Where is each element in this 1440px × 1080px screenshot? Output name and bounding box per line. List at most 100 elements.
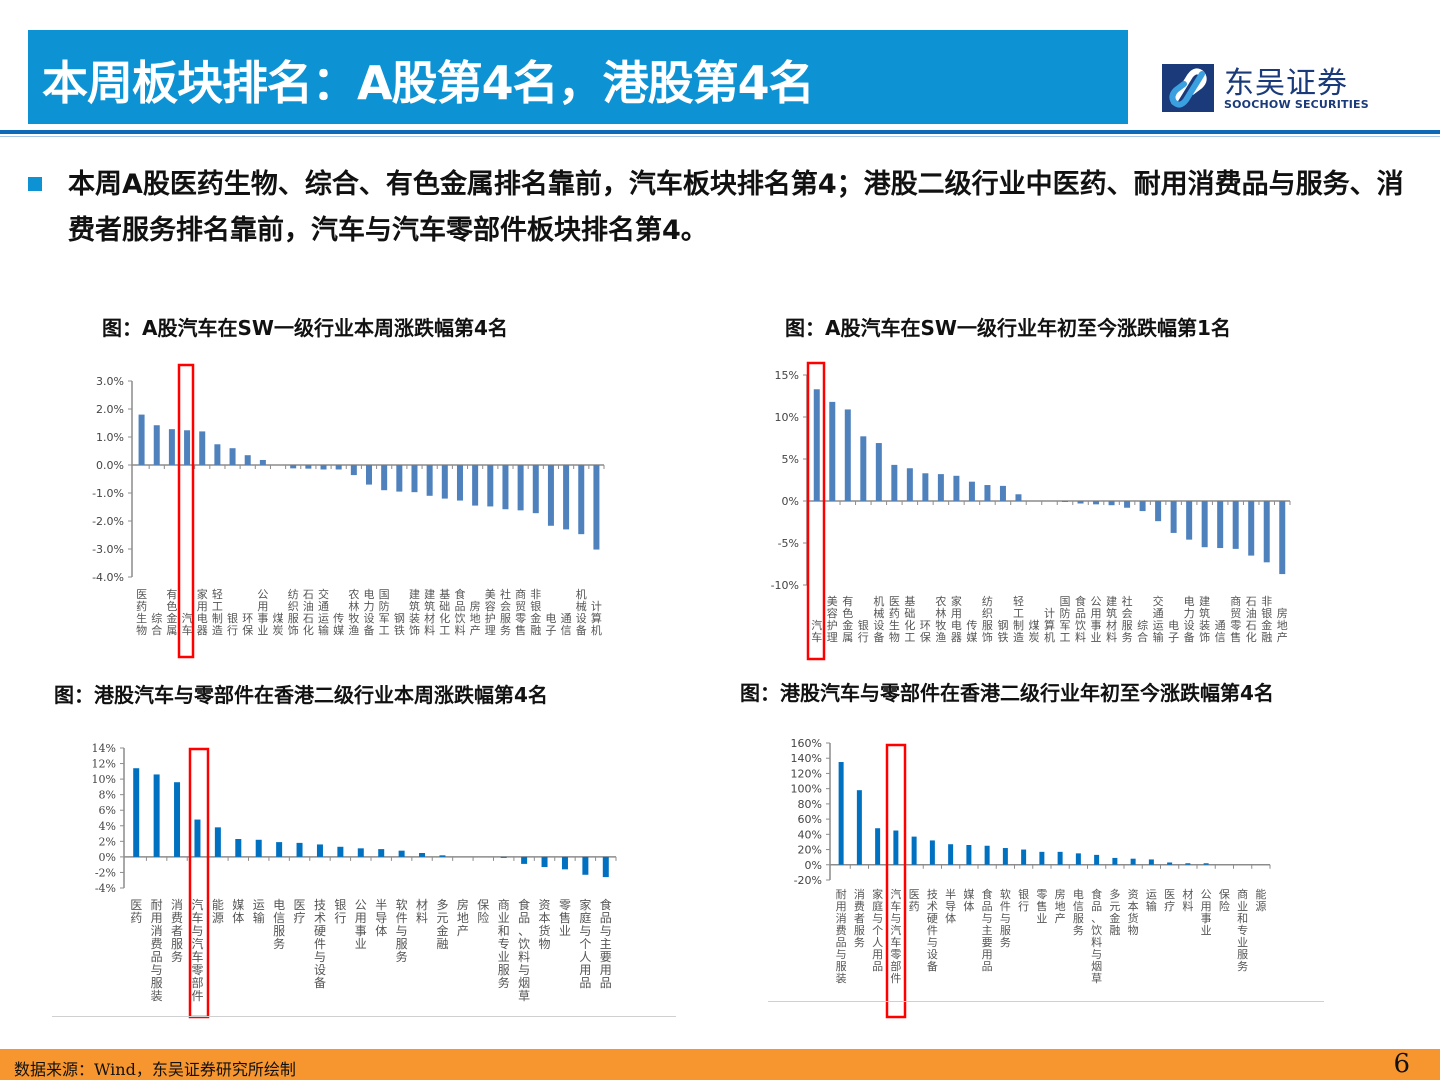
x-category-label: 食品饮料 [1075,594,1086,644]
x-category-label: 交通运输 [1153,594,1164,644]
x-category-label: 银行 [858,618,869,644]
x-category-label: 石油石化 [303,588,314,637]
bar [426,465,433,496]
y-tick-label: 100% [791,783,822,796]
bar [320,465,327,470]
chart-title-hk-week: 图：港股汽车与零部件在香港二级行业本周涨跌幅第4名 [54,683,548,707]
bar [1077,501,1084,504]
bar [582,856,589,875]
x-category-label: 运输 [253,898,265,925]
x-category-label: 煤炭 [273,612,284,637]
bar [1148,859,1154,865]
bar [1263,501,1270,563]
x-category-label: 农林牧渔 [935,594,946,644]
x-category-label: 国防军工 [379,588,390,637]
bar [153,774,160,857]
x-category-label: 食品与主要用品 [600,897,612,990]
x-category-label: 资本货物 [1128,888,1139,937]
bar [244,455,251,465]
y-tick-label: -3.0% [92,543,124,556]
bar [547,465,554,526]
bar [1057,851,1063,865]
bar [966,844,972,865]
y-tick-label: 0% [782,495,799,508]
x-category-label: 环保 [920,619,931,644]
y-tick-label: 20% [798,844,822,857]
bar [813,389,820,501]
bar [1021,849,1027,865]
bar [593,465,600,550]
x-category-label: 能源 [212,898,224,925]
bar [1170,501,1177,533]
x-category-label: 家庭与个人用品 [579,897,591,990]
x-category-label: 媒体 [963,888,974,913]
x-category-label: 建筑材料 [424,587,435,637]
header-divider-thin [0,136,1440,137]
bar [255,839,262,857]
bar [290,465,297,469]
x-category-label: 建筑装饰 [1199,594,1210,644]
x-category-label: 技术硬件与设备 [927,888,938,973]
bar [1039,851,1045,865]
y-tick-label: 1.0% [96,431,124,444]
x-category-label: 纺织服饰 [288,587,299,637]
x-category-label: 汽车 [182,611,193,637]
bar [357,848,364,857]
x-category-label: 消费者服务 [171,898,183,964]
y-tick-label: 8% [99,789,116,802]
bar [1248,501,1255,556]
bar [911,836,917,865]
x-category-label: 食品与主要用品 [982,887,993,973]
x-category-label: 纺织服饰 [982,594,993,644]
bar [1108,501,1115,506]
bar [984,485,991,501]
x-category-label: 非银金融 [530,588,541,637]
bar [541,856,548,867]
x-category-label: 有色金属 [842,594,853,644]
bar [378,849,385,857]
x-category-label: 传媒 [966,619,977,644]
x-category-label: 房地产 [470,600,481,637]
bar [229,448,236,465]
bar [838,762,844,865]
y-tick-label: -2% [95,866,116,879]
y-tick-label: 80% [798,798,822,811]
bar [1075,853,1081,865]
x-category-label: 零售业 [1036,888,1047,925]
x-category-label: 耐用消费品与服装 [151,898,163,1003]
y-tick-label: -10% [771,579,799,592]
x-category-label: 家用电器 [951,594,962,644]
x-category-label: 房地产 [457,897,469,938]
x-category-label: 轻工制造 [212,587,223,637]
bar [411,465,418,493]
bar [138,414,145,465]
footer-bar: 数据来源：Wind，东吴证券研究所绘制 6 [0,1049,1440,1080]
bar [305,465,312,469]
bar [953,475,960,501]
x-category-label: 公用事业 [355,898,367,951]
bar [439,855,446,857]
bar [335,465,342,470]
bar [487,465,494,507]
bar [441,465,448,499]
x-category-label: 石油石化 [1246,595,1257,644]
bar [1201,501,1208,548]
bar [174,782,181,857]
bar [396,465,403,492]
bar [1112,857,1118,865]
chart-border-line [52,1016,676,1017]
bar [1203,863,1209,865]
x-category-label: 材料 [416,898,428,925]
x-category-label: 钢铁 [394,612,405,637]
x-category-label: 医药生物 [136,588,147,637]
y-tick-label: 60% [798,813,822,826]
x-category-label: 房地产 [1277,607,1288,644]
y-tick-label: 14% [92,742,116,755]
x-category-label: 能源 [1255,887,1266,913]
y-tick-label: 160% [791,737,822,750]
bar [937,474,944,501]
y-tick-label: -4% [95,882,116,895]
y-tick-label: 10% [775,411,799,424]
x-category-label: 半导体 [945,887,956,925]
x-category-label: 美容护理 [485,588,496,637]
